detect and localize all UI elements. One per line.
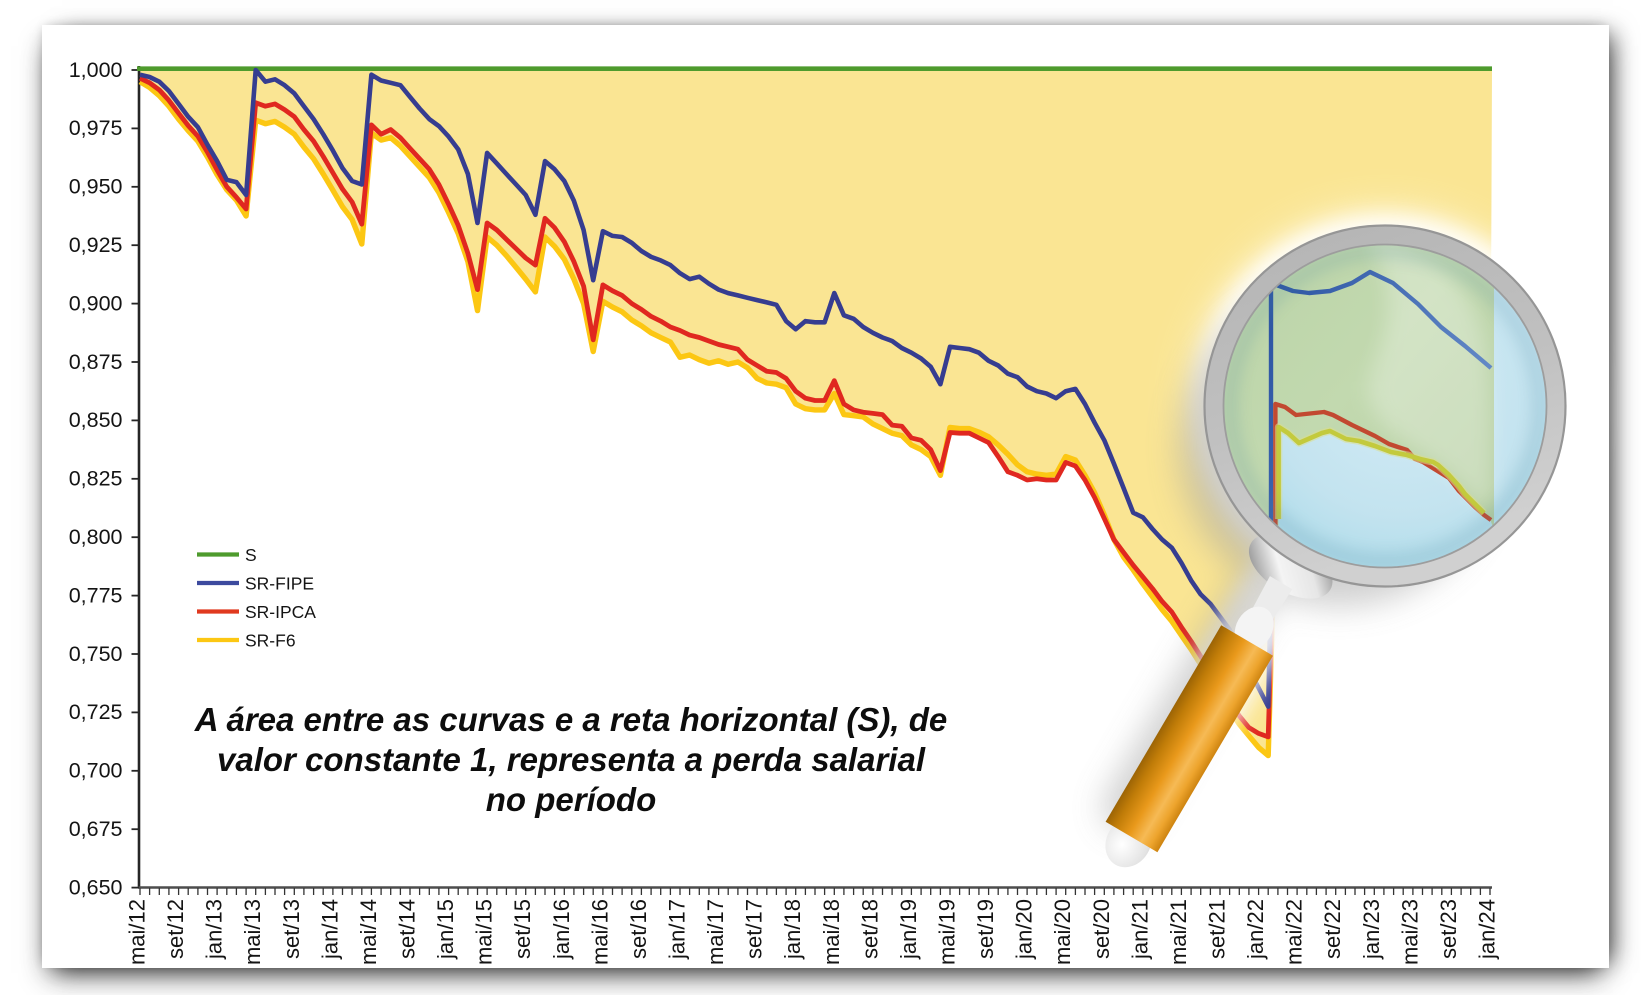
svg-text:set/21: set/21 xyxy=(1205,899,1230,959)
svg-text:mai/15: mai/15 xyxy=(472,899,497,965)
svg-text:set/17: set/17 xyxy=(742,899,767,959)
svg-text:set/22: set/22 xyxy=(1320,899,1345,959)
svg-text:0,750: 0,750 xyxy=(69,642,123,666)
svg-text:jan/17: jan/17 xyxy=(665,899,690,960)
svg-text:jan/22: jan/22 xyxy=(1243,899,1268,960)
svg-text:jan/21: jan/21 xyxy=(1127,899,1152,960)
svg-text:jan/15: jan/15 xyxy=(433,899,458,960)
svg-text:set/14: set/14 xyxy=(395,899,420,959)
svg-text:set/23: set/23 xyxy=(1436,899,1461,959)
svg-text:mai/20: mai/20 xyxy=(1050,899,1075,965)
svg-text:set/16: set/16 xyxy=(626,899,651,959)
svg-text:0,950: 0,950 xyxy=(69,175,123,199)
svg-text:SR-FIPE: SR-FIPE xyxy=(245,574,314,594)
svg-text:0,725: 0,725 xyxy=(69,700,123,724)
svg-text:set/15: set/15 xyxy=(510,899,535,959)
svg-text:no período: no período xyxy=(486,781,656,818)
svg-text:0,975: 0,975 xyxy=(69,116,123,140)
svg-text:mai/16: mai/16 xyxy=(587,899,612,965)
svg-text:0,850: 0,850 xyxy=(69,408,123,432)
svg-text:jan/13: jan/13 xyxy=(202,899,227,960)
svg-text:mai/14: mai/14 xyxy=(356,899,381,965)
svg-text:set/12: set/12 xyxy=(163,899,188,959)
svg-text:jan/23: jan/23 xyxy=(1359,899,1384,960)
svg-text:0,925: 0,925 xyxy=(69,233,123,257)
svg-text:0,825: 0,825 xyxy=(69,467,123,491)
svg-text:set/20: set/20 xyxy=(1089,899,1114,959)
svg-text:0,675: 0,675 xyxy=(69,817,123,841)
svg-text:1,000: 1,000 xyxy=(69,58,123,82)
svg-text:0,900: 0,900 xyxy=(69,291,123,315)
svg-text:jan/16: jan/16 xyxy=(549,899,574,960)
svg-text:SR-F6: SR-F6 xyxy=(245,631,296,651)
svg-text:mai/22: mai/22 xyxy=(1282,899,1307,965)
svg-text:0,650: 0,650 xyxy=(69,875,123,899)
svg-text:jan/19: jan/19 xyxy=(896,899,921,960)
svg-text:mai/12: mai/12 xyxy=(125,899,150,965)
svg-text:valor constante 1, representa: valor constante 1, representa a perda sa… xyxy=(217,741,926,778)
svg-text:mai/19: mai/19 xyxy=(935,899,960,965)
svg-text:mai/18: mai/18 xyxy=(819,899,844,965)
svg-text:mai/17: mai/17 xyxy=(703,899,728,965)
svg-text:jan/18: jan/18 xyxy=(780,899,805,960)
svg-text:A área entre as curvas e a ret: A área entre as curvas e a reta horizont… xyxy=(194,701,948,738)
svg-text:set/13: set/13 xyxy=(279,899,304,959)
svg-text:mai/13: mai/13 xyxy=(240,899,265,965)
svg-text:0,800: 0,800 xyxy=(69,525,123,549)
svg-text:0,875: 0,875 xyxy=(69,350,123,374)
svg-text:set/19: set/19 xyxy=(973,899,998,959)
svg-text:jan/14: jan/14 xyxy=(317,899,342,960)
svg-text:S: S xyxy=(245,545,257,565)
svg-text:jan/20: jan/20 xyxy=(1012,899,1037,960)
svg-text:mai/21: mai/21 xyxy=(1166,899,1191,965)
svg-text:SR-IPCA: SR-IPCA xyxy=(245,602,316,622)
svg-text:mai/23: mai/23 xyxy=(1397,899,1422,965)
svg-text:set/18: set/18 xyxy=(857,899,882,959)
svg-text:jan/24: jan/24 xyxy=(1475,899,1500,960)
svg-text:0,700: 0,700 xyxy=(69,759,123,783)
svg-text:0,775: 0,775 xyxy=(69,583,123,607)
